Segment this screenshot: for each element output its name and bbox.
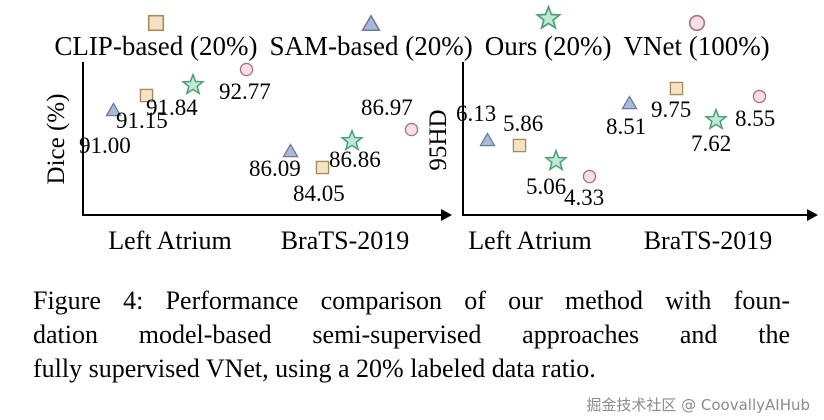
right-plot-x-axis-arrow-icon bbox=[807, 209, 818, 221]
value-label-ours-brats: 86.86 bbox=[329, 147, 381, 172]
caption-line-3: fully supervised VNet, using a 20% label… bbox=[33, 353, 596, 383]
legend-item-vnet: VNet (100%) bbox=[623, 2, 770, 61]
value-label-vnet-brats: 86.97 bbox=[361, 95, 413, 120]
value-label-ours-brats-hd: 7.62 bbox=[691, 131, 732, 156]
figure-caption: Figure 4: Performance comparison of our … bbox=[33, 284, 790, 385]
right-plot-x-axis bbox=[462, 214, 808, 216]
legend-label-vnet: VNet (100%) bbox=[623, 31, 770, 61]
value-label-sam-brats-hd: 8.51 bbox=[606, 114, 647, 139]
value-label-sam-brats: 86.09 bbox=[249, 156, 301, 181]
value-label-clip-brats: 84.05 bbox=[293, 181, 345, 206]
caption-line-2: dation model-based semi-supervised appro… bbox=[33, 319, 790, 349]
circle-marker-icon bbox=[752, 89, 767, 104]
right-plot-y-axis bbox=[462, 62, 464, 216]
legend-label-clip: CLIP-based (20%) bbox=[54, 31, 258, 61]
square-marker-icon bbox=[147, 2, 165, 32]
circle-marker-icon bbox=[239, 62, 254, 77]
value-label-vnet-left-atrium: 92.77 bbox=[219, 79, 271, 104]
square-marker-icon bbox=[669, 81, 684, 96]
star-marker-icon bbox=[181, 72, 205, 96]
triangle-marker-icon bbox=[105, 102, 122, 117]
triangle-marker-icon bbox=[361, 2, 381, 32]
left-plot-category-left-atrium: Left Atrium bbox=[108, 226, 232, 255]
left-plot-y-axis bbox=[82, 62, 84, 216]
right-plot-category-brats: BraTS-2019 bbox=[643, 226, 773, 255]
triangle-marker-icon bbox=[479, 132, 496, 147]
left-plot-x-axis bbox=[82, 214, 442, 216]
chart-legend: CLIP-based (20%) SAM-based (20%) Ours (2… bbox=[0, 2, 824, 60]
legend-label-sam: SAM-based (20%) bbox=[269, 31, 473, 61]
circle-marker-icon bbox=[688, 2, 706, 32]
triangle-marker-icon bbox=[621, 95, 638, 110]
legend-item-sam: SAM-based (20%) bbox=[270, 2, 473, 60]
right-plot-ylabel: 95HD bbox=[425, 109, 452, 171]
star-marker-icon bbox=[544, 148, 568, 172]
value-label-ours-left-atrium: 91.84 bbox=[146, 95, 198, 120]
value-label-clip-left-atrium: 91.15 bbox=[116, 108, 168, 133]
left-plot-category-brats: BraTS-2019 bbox=[280, 226, 410, 255]
legend-label-ours: Ours (20%) bbox=[484, 31, 612, 61]
left-plot-x-axis-arrow-icon bbox=[441, 209, 452, 221]
value-label-vnet-brats-hd: 8.55 bbox=[735, 106, 776, 131]
value-label-sam-left-atrium: 91.00 bbox=[79, 133, 131, 158]
circle-marker-icon bbox=[582, 169, 597, 184]
caption-line-1: Figure 4: Performance comparison of our … bbox=[33, 286, 790, 315]
triangle-marker-icon bbox=[282, 143, 299, 158]
circle-marker-icon bbox=[404, 122, 419, 137]
square-marker-icon bbox=[512, 138, 527, 153]
star-marker-icon bbox=[704, 107, 728, 131]
legend-item-ours: Ours (20%) bbox=[484, 2, 612, 61]
watermark-text: 掘金技术社区 @ CoovallyAIHub bbox=[580, 393, 816, 416]
value-label-sam-left-atrium-hd: 6.13 bbox=[456, 101, 497, 126]
square-marker-icon bbox=[139, 88, 154, 103]
value-label-clip-brats-hd: 9.75 bbox=[651, 97, 692, 122]
square-marker-icon bbox=[315, 160, 330, 175]
value-label-clip-left-atrium-hd: 5.86 bbox=[503, 111, 544, 136]
star-marker-icon bbox=[340, 128, 364, 152]
value-label-vnet-left-atrium-hd: 4.33 bbox=[564, 185, 605, 210]
star-marker-icon bbox=[534, 2, 562, 32]
value-label-ours-left-atrium-hd: 5.06 bbox=[526, 174, 567, 199]
right-plot-category-left-atrium: Left Atrium bbox=[468, 226, 592, 255]
left-plot-ylabel: Dice (%) bbox=[43, 93, 70, 185]
legend-item-clip: CLIP-based (20%) bbox=[54, 2, 258, 61]
